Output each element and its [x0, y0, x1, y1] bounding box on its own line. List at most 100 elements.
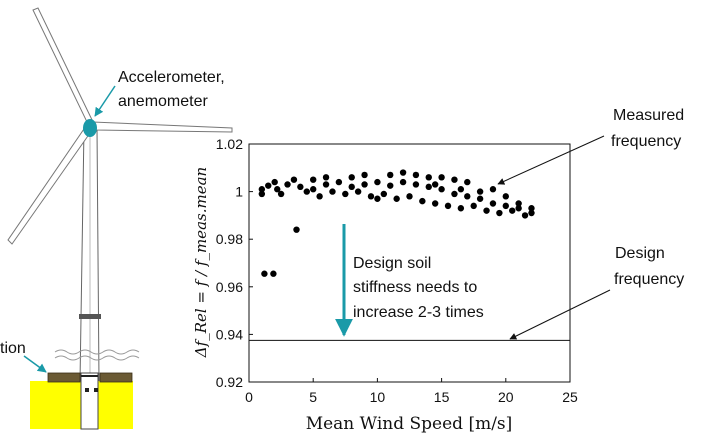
data-point [329, 188, 336, 195]
data-point [271, 178, 278, 186]
data-point [425, 183, 432, 191]
data-point [489, 200, 497, 207]
data-point [515, 200, 522, 207]
data-point [457, 186, 465, 193]
data-point [431, 181, 439, 188]
foundation-leader-arrow [23, 355, 47, 373]
data-point [387, 171, 394, 179]
data-point [367, 193, 375, 200]
data-point [438, 174, 445, 181]
data-point [431, 200, 439, 207]
data-point [261, 270, 268, 277]
design-label-line1: Design [615, 245, 665, 262]
data-point [502, 202, 509, 210]
y-tick-label: 0.96 [216, 279, 243, 295]
data-point [515, 205, 522, 212]
data-point [290, 176, 298, 183]
data-point [361, 181, 368, 188]
measured-label-line2: frequency [611, 133, 681, 150]
data-point [284, 181, 291, 188]
data-point [483, 207, 490, 214]
x-tick-label: 10 [370, 389, 386, 405]
y-tick-label: 0.98 [216, 231, 243, 247]
data-point [310, 176, 317, 183]
data-point [335, 178, 343, 186]
soil-note-line2: stiffness needs to [353, 279, 477, 296]
data-point [380, 190, 388, 198]
y-axis-ticks: 0.92 0.94 0.96 0.98 1 1.02 [216, 136, 253, 390]
data-point [274, 186, 281, 193]
data-point [399, 178, 407, 186]
data-point [457, 205, 465, 212]
data-point [354, 188, 362, 195]
water-waves [54, 349, 140, 361]
data-point [348, 174, 355, 181]
data-point [342, 190, 349, 198]
pile [80, 372, 99, 430]
chart: 0.92 0.94 0.96 0.98 1 1.02 0 5 10 15 20 25 Mean Wi… [192, 136, 578, 433]
y-tick-label: 0.94 [216, 326, 243, 342]
design-label-line2: frequency [614, 271, 684, 288]
plot-frame [248, 143, 571, 383]
turbine-flange [79, 314, 101, 319]
turbine-blade-right [92, 121, 233, 133]
sensor-hub-icon [83, 119, 97, 137]
data-point [297, 183, 304, 191]
data-point [348, 183, 355, 191]
scatter-series [258, 169, 535, 277]
sensor-leader-arrow [94, 85, 116, 117]
measured-label-line1: Measured [613, 107, 684, 124]
foundation-label: tion [0, 340, 26, 357]
data-point [412, 171, 420, 179]
x-tick-label: 5 [309, 389, 317, 405]
sensor-label-line1: Accelerometer, [118, 69, 225, 86]
x-tick-label: 20 [498, 389, 514, 405]
data-point [258, 190, 266, 198]
data-point [361, 171, 368, 179]
data-point [509, 207, 516, 214]
y-tick-label: 1 [235, 184, 243, 200]
data-point [406, 193, 413, 200]
data-point [470, 202, 477, 210]
data-point [419, 197, 426, 205]
data-point [528, 205, 535, 212]
seabed-layer-right [99, 372, 133, 383]
data-point [438, 186, 445, 193]
design-arrow [509, 289, 611, 340]
seabed-layer-left [47, 372, 81, 383]
data-point [425, 174, 432, 181]
data-point [502, 193, 509, 200]
soil-note-line3: increase 2-3 times [353, 304, 484, 321]
data-point [476, 188, 484, 195]
data-point [387, 182, 394, 189]
data-point [374, 178, 381, 186]
data-point [412, 181, 420, 188]
x-tick-label: 25 [562, 389, 578, 405]
data-point [374, 195, 381, 202]
sensor-label-line2: anemometer [118, 93, 208, 110]
data-point [476, 195, 484, 202]
data-point [303, 188, 310, 195]
data-point [310, 186, 317, 193]
y-tick-label: 1.02 [216, 136, 243, 152]
x-axis-ticks: 0 5 10 15 20 25 [245, 378, 578, 405]
y-tick-label: 0.92 [216, 374, 243, 390]
data-point [464, 178, 471, 186]
data-point [489, 186, 497, 193]
x-tick-label: 0 [245, 389, 253, 405]
data-point [399, 169, 407, 176]
x-tick-label: 15 [434, 389, 450, 405]
data-point [277, 190, 285, 198]
data-point [316, 193, 323, 200]
y-axis-label: Δf_Rel = f / f_meas.mean [192, 167, 210, 358]
data-point [258, 186, 266, 193]
x-axis-label: Mean Wind Speed [m/s] [306, 414, 513, 433]
measured-arrow [497, 135, 605, 185]
data-point [496, 209, 503, 217]
data-point [322, 181, 330, 188]
data-point [270, 270, 277, 277]
data-point [464, 193, 471, 200]
data-point [322, 174, 330, 181]
turbine-blade-up [32, 7, 95, 125]
